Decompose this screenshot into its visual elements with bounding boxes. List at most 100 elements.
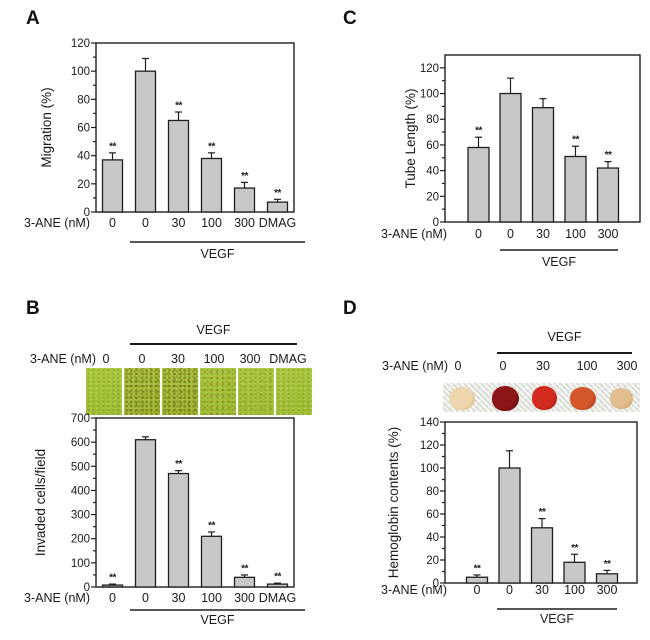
panel-b-header-dose-prefix: 3-ANE (nM) [30,352,96,366]
bar-300 [595,573,619,584]
y-tick-label: 100 [71,558,90,570]
y-tick-label: 60 [426,509,439,521]
x-category-label: DMAG [259,591,297,605]
panel-d-matrigel-plug-photo [443,383,640,412]
x-category-label: 0 [475,227,482,241]
bar-0 [467,146,490,223]
plot-frame [95,42,295,213]
bar-100 [200,535,223,588]
significance-marker: ** [604,559,611,570]
vegf-group-label: VEGF [542,255,576,269]
panel-d-header-vegf-label: VEGF [547,330,582,344]
y-tick-label: 20 [426,191,439,203]
invasion-photo-vegf-dmag [276,368,312,415]
y-tick-label: 40 [426,532,439,544]
panel-b-microscopy-images [0,290,325,420]
matrigel-plug-vegf-30 [531,386,557,410]
y-tick-label: 20 [426,555,439,567]
x-axis-prefix-label: 3-ANE (nM) [381,227,447,241]
dose-label-b-4: 300 [239,352,261,366]
x-category-label: 30 [172,216,186,230]
x-axis-prefix-label: 3-ANE (nM) [24,216,90,230]
panel-a-letter: A [26,8,40,29]
x-category-label: 0 [109,591,116,605]
invasion-photo-vegf-100 [200,368,236,415]
significance-marker: ** [109,141,116,152]
invasion-photo-vegf-300 [238,368,274,415]
y-tick-label: 80 [426,114,439,126]
panel-b-header-vegf-line [130,343,297,345]
dose-label-d-1: 0 [499,359,507,373]
invasion-photo-control [86,368,122,415]
y-tick-label: 120 [420,63,439,75]
matrigel-plug-vegf-300 [609,387,633,409]
plot-frame [95,417,295,588]
y-tick-label: 120 [71,38,90,50]
y-tick-label: 60 [77,123,90,135]
x-category-label: 30 [172,591,186,605]
x-category-label: 100 [564,583,585,597]
significance-marker: ** [208,520,215,531]
bar-300 [233,187,256,213]
y-tick-label: 40 [77,151,90,163]
bar-0 [101,584,124,588]
significance-marker: ** [241,171,248,182]
panel-b: B VEGF 3-ANE (nM) 0 0 30 100 300 DMAG 0 100 200… [0,290,325,640]
y-axis-title: Migration (%) [39,87,54,167]
y-tick-label: 40 [426,166,439,178]
x-category-label: 0 [142,591,149,605]
bar-0 [498,467,521,584]
invasion-photo-vegf-0 [124,368,160,415]
significance-marker: ** [605,150,612,161]
vegf-group-label: VEGF [540,612,574,626]
x-category-label: 30 [535,583,549,597]
y-tick-label: 140 [420,417,439,429]
y-tick-label: 600 [71,437,90,449]
y-tick-label: 0 [433,578,439,590]
y-axis-title: Invaded cells/field [33,449,48,556]
matrigel-plug-vegf-0 [491,385,519,411]
x-category-label: 0 [109,216,116,230]
significance-marker: ** [274,188,281,199]
bar-300 [233,576,256,588]
significance-marker: ** [109,573,116,584]
bar-0 [499,92,522,223]
panel-c: C 0 20 40 60 80 100 120 Tube Length (%) ** 0 0 30 **… [325,0,650,290]
y-tick-label: 0 [84,582,90,594]
bar-chart-A: 0 20 40 60 80 100 120 Migration (%) ** 0 0 ** 30 ** 10… [24,38,305,261]
significance-marker: ** [175,459,182,470]
y-tick-label: 200 [71,534,90,546]
dose-label-b-1: 0 [138,352,146,366]
bar-chart-D: 0 20 40 60 80 100 120 140 Hemoglobin contents (%… [381,417,638,626]
y-tick-label: 60 [426,140,439,152]
dose-label-b-2: 30 [171,352,185,366]
bar-0 [134,439,157,588]
bar-300 [596,167,620,223]
dose-label-d-3: 100 [576,359,598,373]
y-tick-label: 100 [420,463,439,475]
dose-label-b-5: DMAG [269,352,307,366]
bar-100 [564,155,587,223]
x-category-label: 300 [234,591,255,605]
bar-100 [200,157,223,213]
significance-marker: ** [274,572,281,583]
bar-chart-C: 0 20 40 60 80 100 120 Tube Length (%) ** 0 0 30 ** 10… [381,54,641,269]
significance-marker: ** [475,126,482,137]
invasion-photo-vegf-30 [162,368,198,415]
x-category-label: 300 [598,227,619,241]
x-category-label: 0 [507,227,514,241]
vegf-group-label: VEGF [200,613,234,627]
x-category-label: 0 [506,583,513,597]
x-category-label: 100 [201,591,222,605]
x-category-label: 300 [234,216,255,230]
x-axis-prefix-label: 3-ANE (nM) [381,583,447,597]
bar-30 [167,119,190,213]
x-category-label: 30 [536,227,550,241]
y-tick-label: 0 [433,217,439,229]
y-tick-label: 400 [71,485,90,497]
migration-chart: 0 20 40 60 80 100 120 Migration (%) ** 0 0 ** 30 ** 10… [0,0,325,295]
dose-label-d-2: 30 [536,359,550,373]
y-tick-label: 80 [426,486,439,498]
bar-0 [134,70,157,213]
